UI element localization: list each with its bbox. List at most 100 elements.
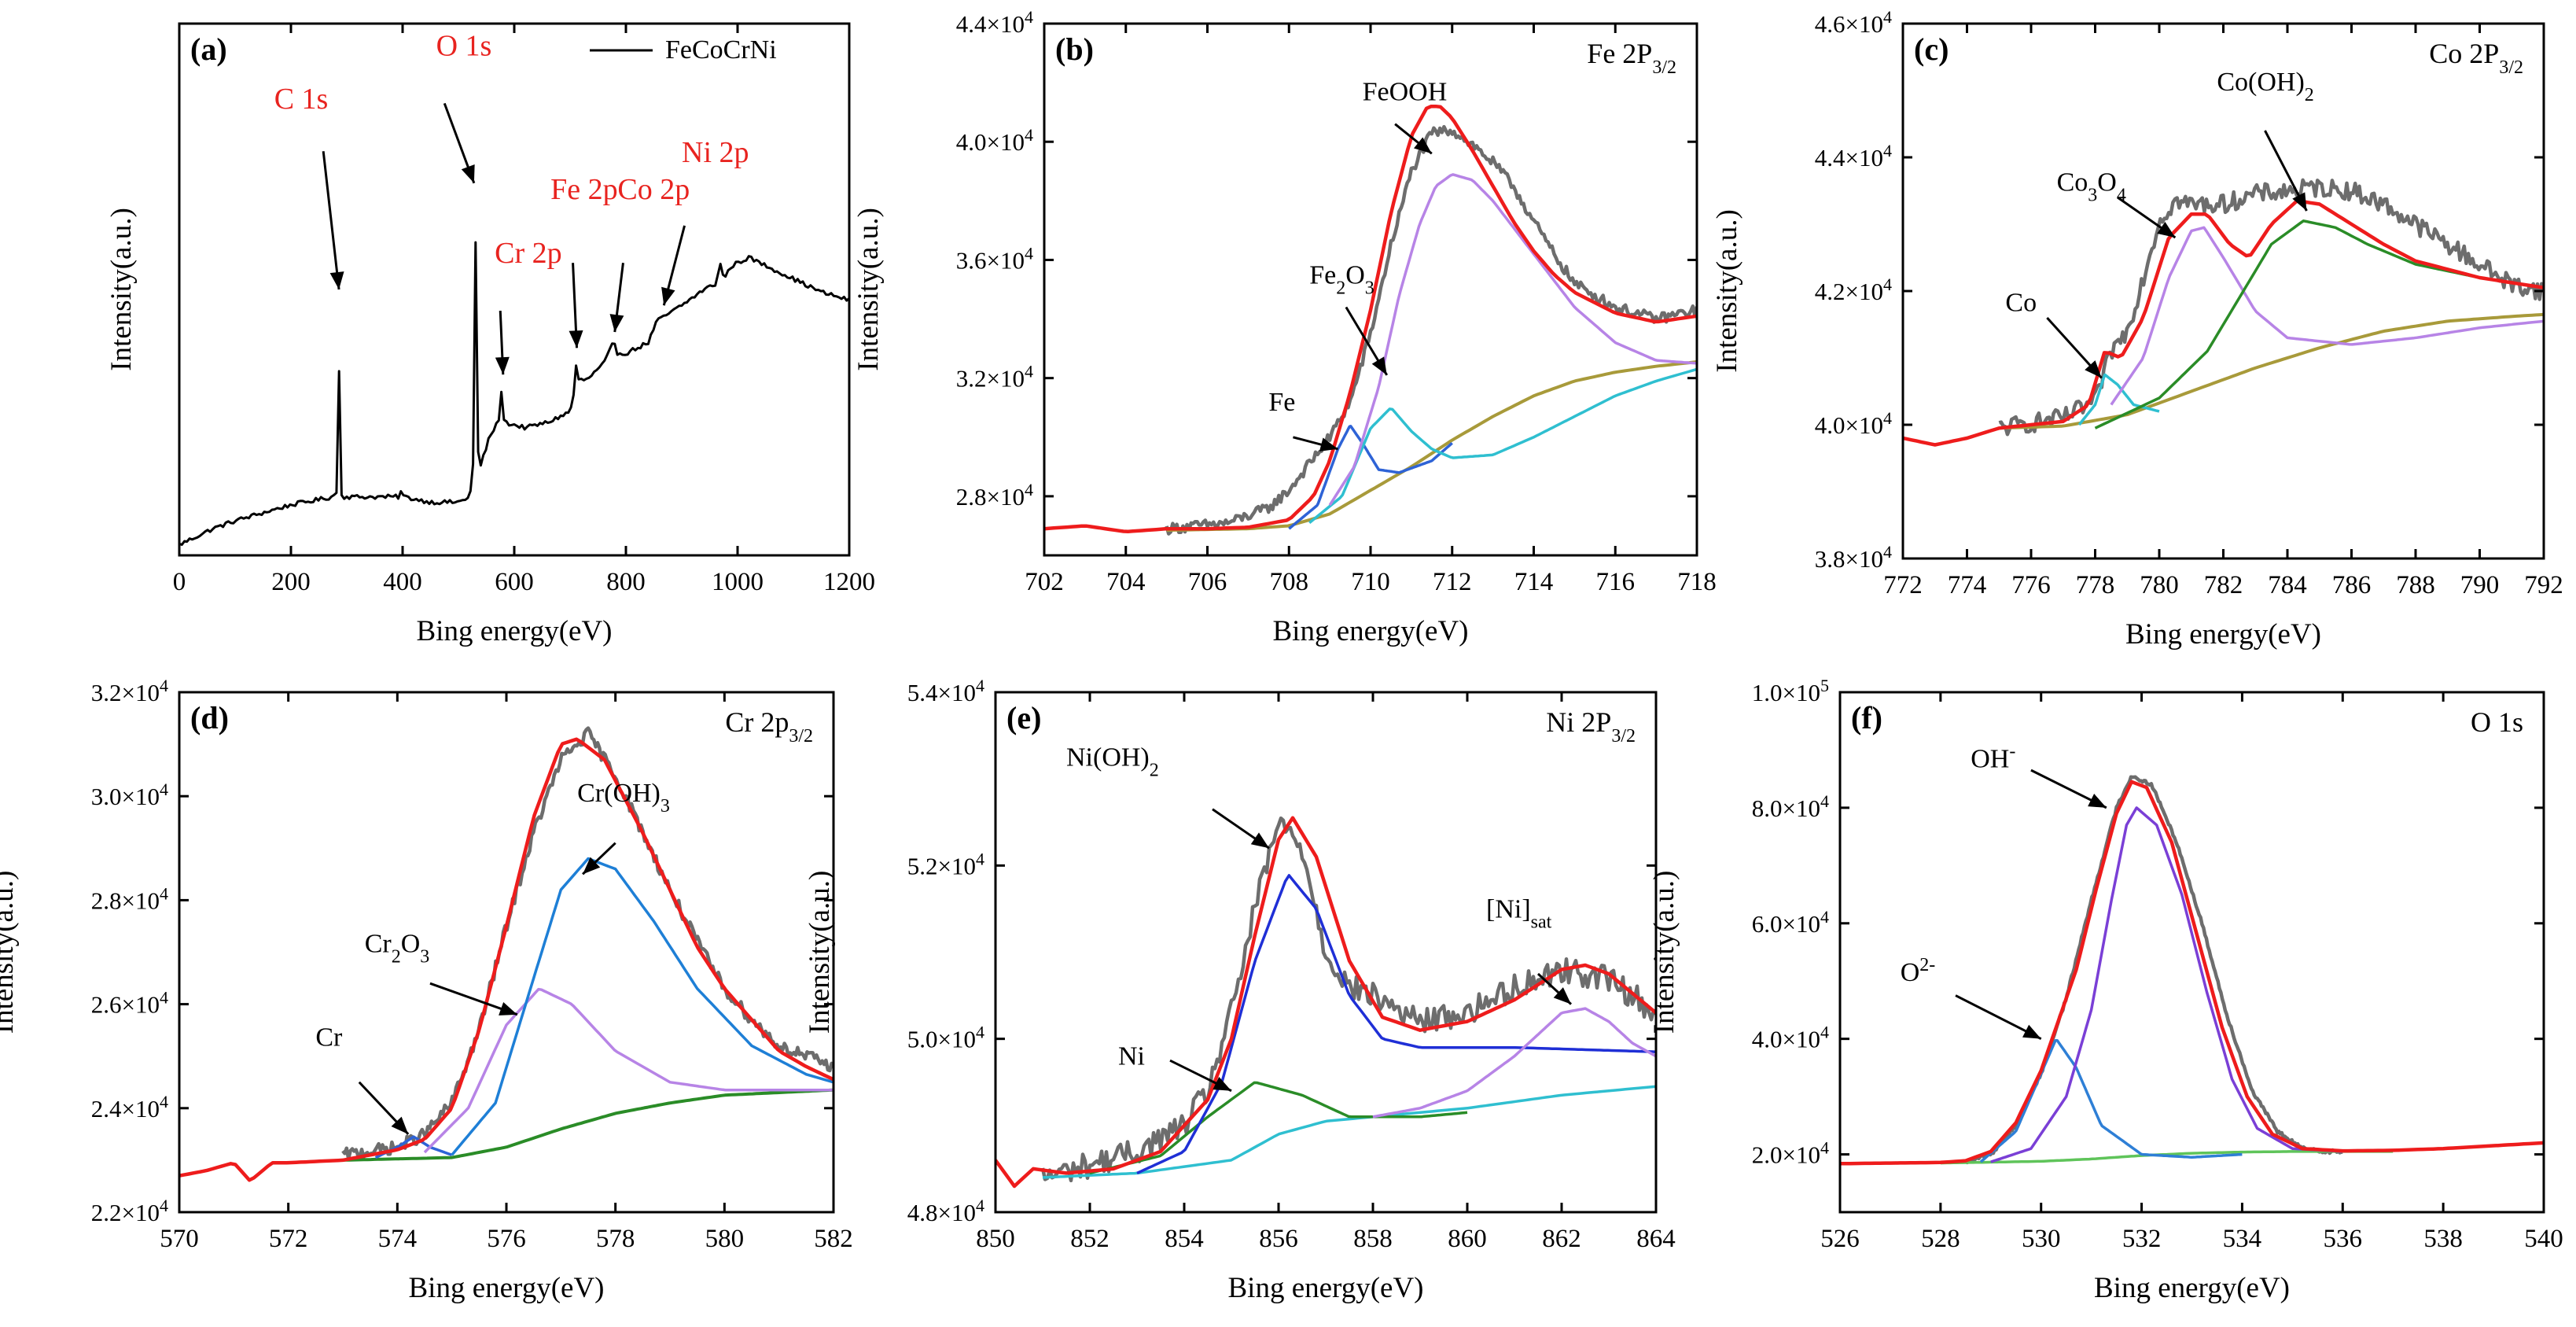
text-segment: Co bbox=[2057, 168, 2088, 197]
y-tick-exponent: 4 bbox=[160, 1196, 168, 1215]
y-tick-mantissa: 5.0 bbox=[907, 1026, 938, 1053]
x-tick-label: 200 bbox=[271, 568, 311, 596]
y-tick-label: 1.0×105 bbox=[1752, 676, 1829, 707]
x-axis-label: Bing energy(eV) bbox=[1273, 615, 1469, 647]
text-segment: 3/2 bbox=[1652, 57, 1676, 78]
peak-annotation: Cr 2p bbox=[495, 237, 562, 270]
text-segment: Cr bbox=[365, 930, 392, 959]
text-segment: sat bbox=[1531, 912, 1552, 932]
x-tick-label: 800 bbox=[606, 568, 646, 596]
y-tick-exponent: 4 bbox=[1820, 1022, 1829, 1041]
text-segment: 3 bbox=[1365, 278, 1374, 298]
y-tick-label: 6.0×104 bbox=[1752, 906, 1829, 938]
x-tick-label: 526 bbox=[1820, 1225, 1860, 1253]
y-tick-exponent: 4 bbox=[1025, 479, 1033, 499]
y-tick-times: ×10 bbox=[987, 365, 1025, 393]
x-tick-label: 858 bbox=[1353, 1225, 1393, 1253]
text-segment: O bbox=[401, 930, 421, 959]
y-tick-exponent: 4 bbox=[976, 1022, 984, 1041]
annotation-arrowhead bbox=[1371, 356, 1387, 375]
annotation-arrowhead bbox=[499, 1001, 517, 1016]
x-tick-label: 1000 bbox=[712, 568, 764, 596]
x-tick-label: 716 bbox=[1596, 568, 1636, 596]
x-tick-label: 540 bbox=[2524, 1225, 2563, 1253]
text-segment: 2 bbox=[2305, 85, 2314, 105]
x-tick-label: 536 bbox=[2324, 1225, 2363, 1253]
y-tick-label: 5.0×104 bbox=[907, 1022, 984, 1053]
y-axis-label: Intensity(a.u.) bbox=[1711, 209, 1743, 373]
series-experimental bbox=[1165, 124, 1697, 536]
y-tick-label: 4.0×104 bbox=[1815, 408, 1892, 440]
text-segment: 3 bbox=[420, 947, 429, 968]
text-segment: Fe bbox=[1268, 388, 1295, 417]
y-tick-exponent: 4 bbox=[1025, 7, 1033, 27]
annotation-arrowhead bbox=[495, 356, 510, 375]
peak-annotation: Fe2O3 bbox=[1309, 260, 1374, 298]
y-tick-mantissa: 3.6 bbox=[956, 246, 987, 274]
text-segment: 4 bbox=[2117, 186, 2126, 206]
y-tick-times: ×10 bbox=[1846, 411, 1883, 439]
panel-b: 702 704 706 708 710 712 714 716 7182.8×1043.2×10… bbox=[852, 7, 1717, 648]
y-tick-mantissa: 2.4 bbox=[91, 1095, 122, 1122]
text-segment: Cr bbox=[315, 1023, 343, 1052]
y-tick-mantissa: 4.2 bbox=[1815, 278, 1846, 305]
annotation-arrowhead bbox=[2022, 1024, 2041, 1039]
annotation-arrowhead bbox=[461, 164, 475, 183]
series-background bbox=[1940, 1150, 2394, 1165]
series-fit bbox=[995, 816, 1656, 1189]
y-tick-label: 5.4×104 bbox=[907, 676, 984, 707]
y-tick-label: 2.6×104 bbox=[91, 987, 168, 1019]
y-tick-mantissa: 6.0 bbox=[1752, 910, 1783, 938]
text-segment: 3 bbox=[661, 796, 670, 816]
x-axis-label: Bing energy(eV) bbox=[1228, 1272, 1424, 1304]
panel-label: (e) bbox=[1006, 700, 1041, 735]
text-segment: O bbox=[1345, 260, 1365, 289]
y-tick-label: 4.6×104 bbox=[1815, 7, 1892, 39]
panel-c: 772 774 776 778 780 782 784 786 788 790 7923.8×104… bbox=[1711, 7, 2563, 651]
series-co bbox=[2077, 373, 2161, 426]
series-background bbox=[1042, 1085, 1656, 1179]
annotation-arrowhead bbox=[329, 271, 344, 289]
y-tick-times: ×10 bbox=[1783, 794, 1820, 822]
y-tick-exponent: 4 bbox=[976, 676, 984, 695]
y-tick-label: 4.8×104 bbox=[907, 1196, 984, 1227]
y-tick-times: ×10 bbox=[122, 991, 160, 1019]
text-segment: Fe 2p bbox=[550, 173, 618, 206]
annotation-arrowhead bbox=[2088, 794, 2107, 808]
x-axis-label: Bing energy(eV) bbox=[409, 1272, 605, 1304]
plot-frame bbox=[1838, 691, 2545, 1214]
x-tick-label: 600 bbox=[495, 568, 534, 596]
x-tick-label: 718 bbox=[1677, 568, 1717, 596]
y-tick-times: ×10 bbox=[1846, 545, 1883, 573]
spectrum-title: Ni 2P3/2 bbox=[1546, 706, 1636, 746]
y-tick-exponent: 4 bbox=[1820, 791, 1829, 810]
text-segment: 3/2 bbox=[1611, 726, 1636, 746]
y-tick-exponent: 4 bbox=[1883, 542, 1892, 562]
text-segment: - bbox=[2009, 741, 2015, 761]
annotation-arrowhead bbox=[1250, 832, 1269, 849]
annotation-arrowhead bbox=[2085, 360, 2102, 378]
y-tick-exponent: 4 bbox=[160, 1091, 168, 1111]
series-fe2o3 bbox=[1308, 367, 1697, 525]
series-background bbox=[1999, 312, 2544, 430]
y-tick-mantissa: 2.8 bbox=[956, 483, 987, 511]
peak-annotation: Fe 2p bbox=[550, 173, 618, 206]
x-tick-label: 860 bbox=[1448, 1225, 1487, 1253]
panel-label: (f) bbox=[1851, 700, 1882, 735]
panel-label: (a) bbox=[190, 31, 227, 67]
series-fit bbox=[179, 737, 834, 1182]
plot-frame bbox=[994, 691, 1658, 1214]
y-tick-label: 3.2×104 bbox=[91, 676, 168, 707]
y-tick-times: ×10 bbox=[987, 10, 1025, 38]
y-axis-label: Intensity(a.u.) bbox=[0, 871, 20, 1034]
y-tick-label: 2.8×104 bbox=[91, 883, 168, 915]
y-tick-label: 4.4×104 bbox=[956, 7, 1033, 39]
spectrum-title: Co 2P3/2 bbox=[2429, 38, 2523, 78]
y-tick-exponent: 4 bbox=[976, 1196, 984, 1215]
series-experimental bbox=[1963, 775, 2343, 1165]
x-tick-label: 706 bbox=[1188, 568, 1227, 596]
y-tick-exponent: 4 bbox=[976, 849, 984, 868]
x-tick-label: 850 bbox=[976, 1225, 1015, 1253]
y-tick-exponent: 4 bbox=[1883, 408, 1892, 428]
plot-area bbox=[1044, 104, 1697, 536]
